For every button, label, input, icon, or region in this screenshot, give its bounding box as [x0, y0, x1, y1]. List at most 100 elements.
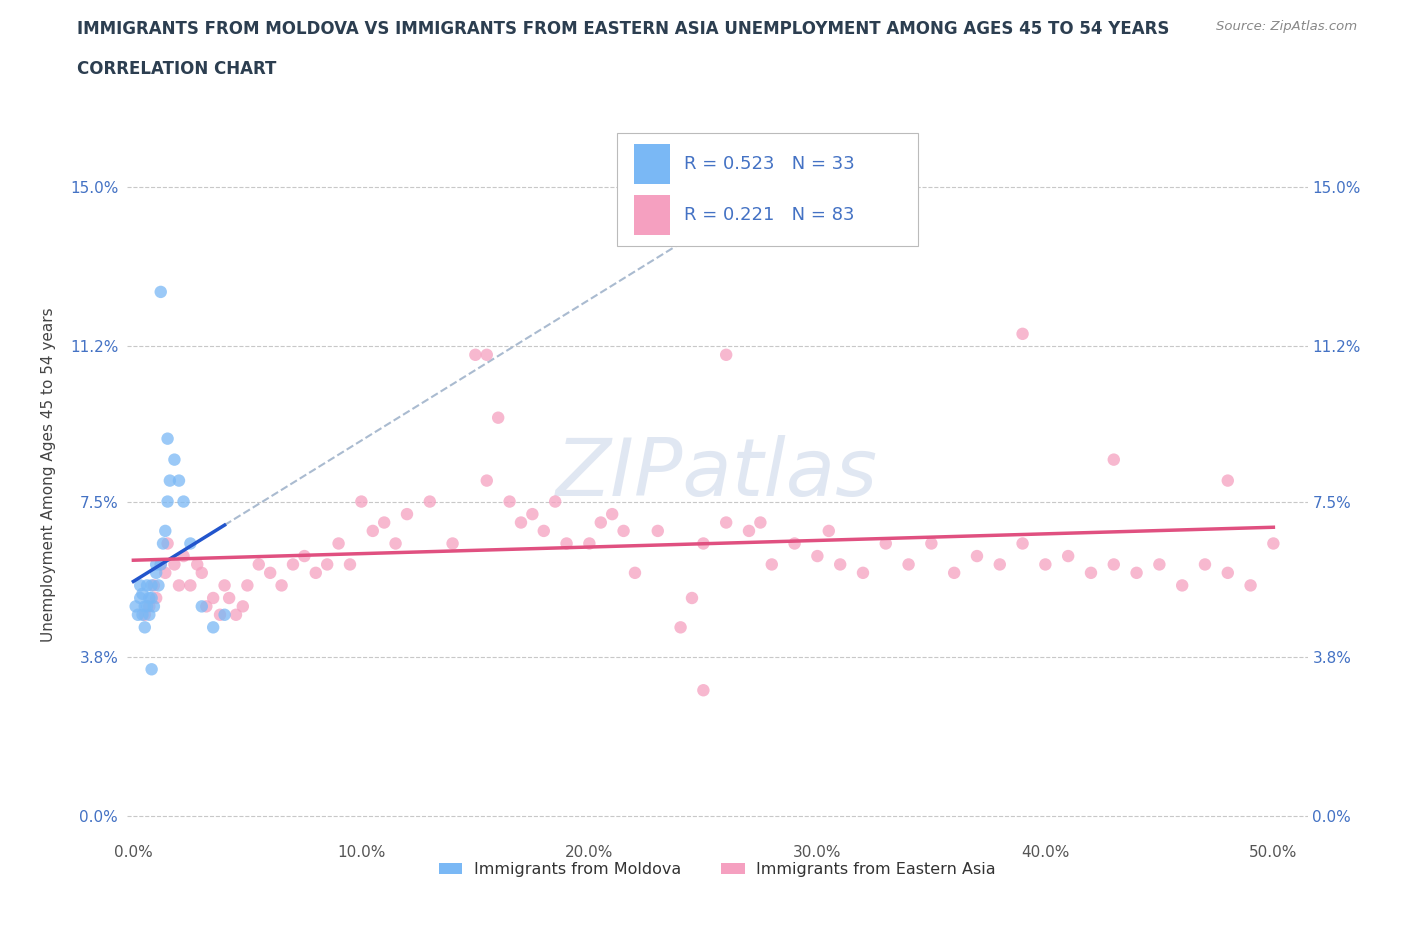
Point — [218, 591, 240, 605]
Point — [339, 557, 361, 572]
Point — [141, 578, 163, 592]
Point — [1080, 565, 1102, 580]
Point — [208, 607, 231, 622]
Point — [1194, 557, 1216, 572]
Point — [149, 285, 172, 299]
Text: ZIPatlas: ZIPatlas — [555, 435, 879, 513]
Point — [173, 494, 195, 509]
Point — [202, 591, 225, 605]
Point — [145, 557, 167, 572]
Point — [806, 549, 828, 564]
Point — [129, 591, 152, 605]
Point — [124, 599, 146, 614]
Point — [714, 515, 737, 530]
Point — [191, 565, 214, 580]
Point — [817, 524, 839, 538]
Point — [1057, 549, 1080, 564]
Point — [134, 607, 156, 622]
Point — [852, 565, 875, 580]
Point — [1035, 557, 1057, 572]
Point — [136, 578, 159, 592]
Text: IMMIGRANTS FROM MOLDOVA VS IMMIGRANTS FROM EASTERN ASIA UNEMPLOYMENT AMONG AGES : IMMIGRANTS FROM MOLDOVA VS IMMIGRANTS FR… — [77, 20, 1170, 38]
Point — [270, 578, 292, 592]
Point — [1102, 557, 1125, 572]
Point — [475, 348, 498, 363]
Point — [127, 607, 149, 622]
Point — [544, 494, 567, 509]
Point — [173, 549, 195, 564]
Point — [589, 515, 612, 530]
Point — [373, 515, 395, 530]
Point — [167, 473, 190, 488]
Point — [1216, 565, 1239, 580]
Point — [510, 515, 533, 530]
Point — [966, 549, 988, 564]
Point — [647, 524, 669, 538]
Point — [236, 578, 259, 592]
Point — [1263, 536, 1285, 551]
Point — [202, 620, 225, 635]
Point — [247, 557, 270, 572]
Point — [1125, 565, 1147, 580]
Point — [305, 565, 328, 580]
Point — [1216, 473, 1239, 488]
Point — [624, 565, 647, 580]
Point — [214, 578, 236, 592]
Point — [129, 578, 152, 592]
Point — [195, 599, 218, 614]
Point — [486, 410, 509, 425]
Point — [131, 586, 153, 601]
Point — [141, 591, 163, 605]
Point — [292, 549, 315, 564]
Point — [897, 557, 920, 572]
Point — [281, 557, 304, 572]
Point — [600, 507, 623, 522]
Text: Source: ZipAtlas.com: Source: ZipAtlas.com — [1216, 20, 1357, 33]
Text: CORRELATION CHART: CORRELATION CHART — [77, 60, 277, 77]
Point — [148, 578, 170, 592]
Point — [669, 620, 692, 635]
Point — [156, 536, 179, 551]
Point — [522, 507, 544, 522]
Point — [464, 348, 486, 363]
Point — [163, 452, 186, 467]
Text: R = 0.221   N = 83: R = 0.221 N = 83 — [683, 206, 855, 223]
Point — [692, 536, 714, 551]
Point — [155, 565, 177, 580]
Point — [138, 599, 160, 614]
Point — [920, 536, 942, 551]
Point — [225, 607, 247, 622]
FancyBboxPatch shape — [634, 144, 669, 184]
Point — [145, 591, 167, 605]
Point — [179, 578, 201, 592]
Point — [186, 557, 208, 572]
Point — [475, 473, 498, 488]
Point — [155, 524, 177, 538]
Point — [145, 565, 167, 580]
Point — [578, 536, 600, 551]
Point — [134, 620, 156, 635]
Point — [232, 599, 254, 614]
Point — [316, 557, 339, 572]
Point — [152, 536, 174, 551]
Point — [259, 565, 281, 580]
Point — [1171, 578, 1194, 592]
Point — [714, 348, 737, 363]
Point — [830, 557, 852, 572]
Point — [681, 591, 703, 605]
Point — [749, 515, 772, 530]
Point — [441, 536, 464, 551]
Text: R = 0.523   N = 33: R = 0.523 N = 33 — [683, 154, 855, 173]
Point — [179, 536, 201, 551]
Point — [167, 578, 190, 592]
Point — [738, 524, 761, 538]
Point — [783, 536, 806, 551]
Point — [156, 494, 179, 509]
Point — [163, 557, 186, 572]
Point — [131, 607, 153, 622]
Point — [328, 536, 350, 551]
FancyBboxPatch shape — [634, 194, 669, 234]
Point — [613, 524, 636, 538]
Point — [692, 683, 714, 698]
Point — [138, 591, 160, 605]
